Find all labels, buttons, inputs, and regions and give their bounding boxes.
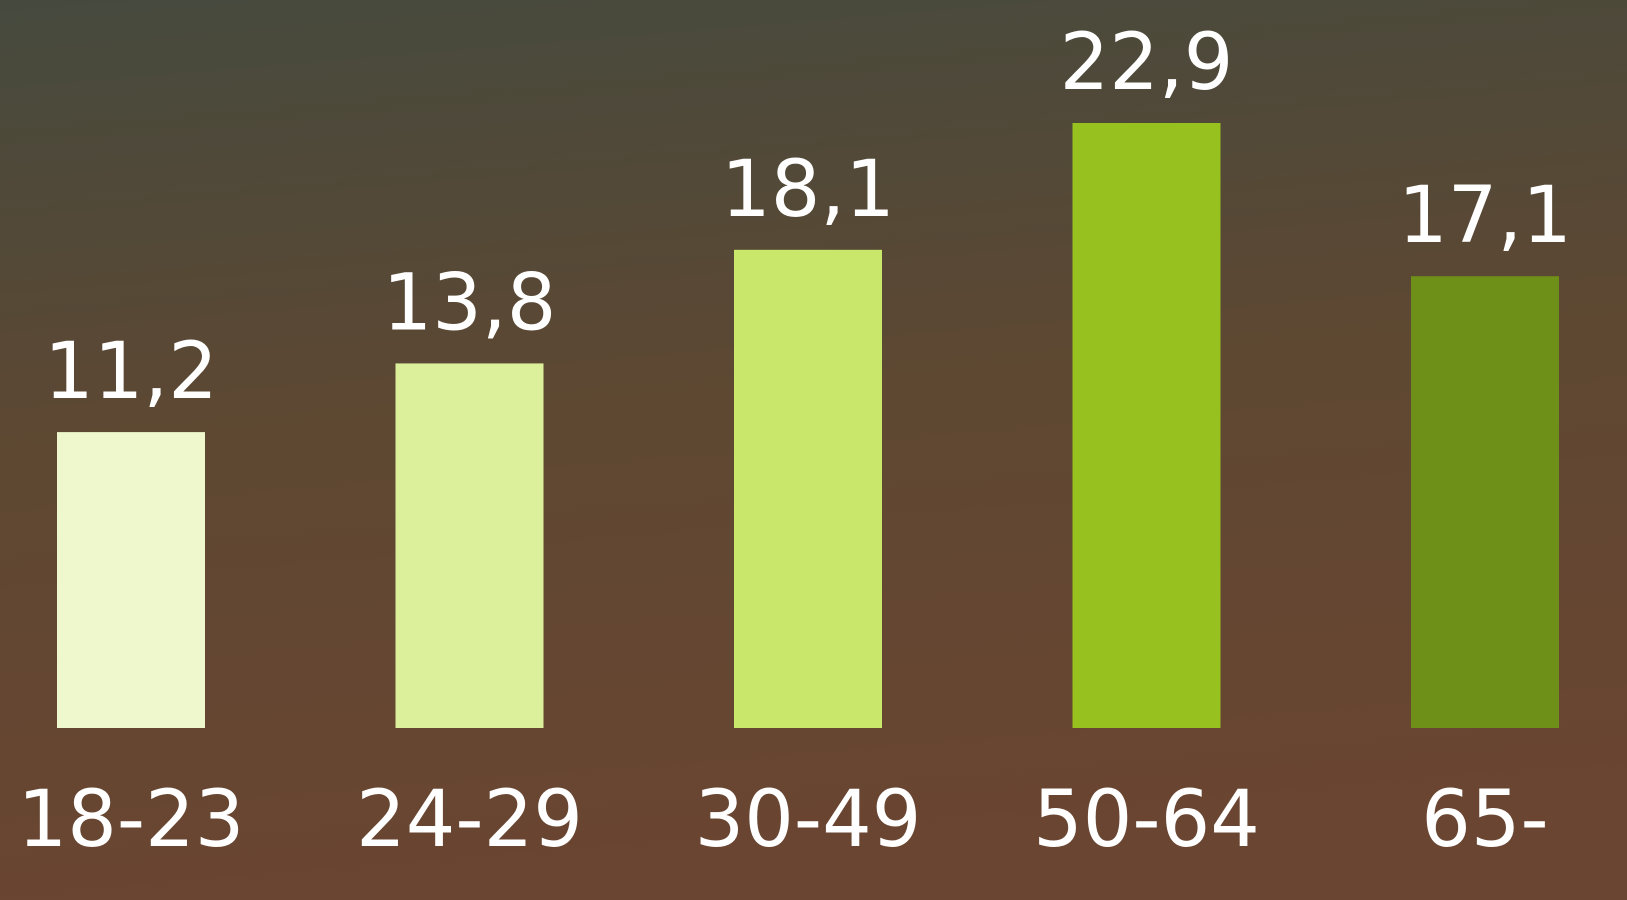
value-label: 22,9 [1060,18,1234,108]
value-label: 18,1 [721,145,895,235]
x-tick-label: 30-49 [695,775,922,865]
value-label: 13,8 [383,258,557,348]
bar [1411,276,1559,728]
bar [734,249,882,728]
x-tick-label: 24-29 [356,775,583,865]
x-tick-label: 50-64 [1033,775,1260,865]
bar [57,432,205,728]
value-label: 11,2 [44,327,218,417]
bar [1072,123,1221,728]
value-label: 17,1 [1398,171,1572,261]
x-tick-label: 18-23 [18,775,245,865]
x-tick-label: 65- [1421,775,1548,865]
bar [395,363,544,728]
